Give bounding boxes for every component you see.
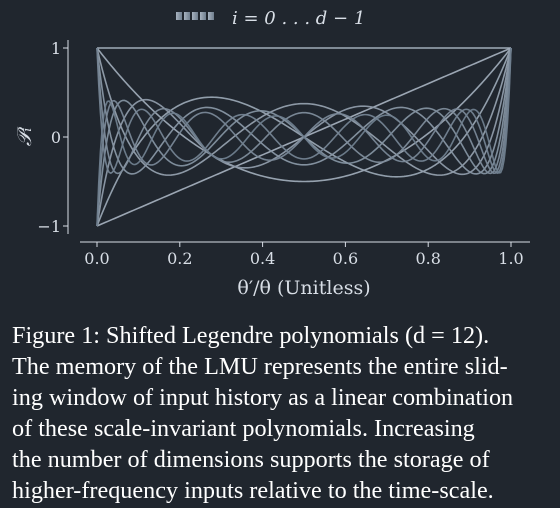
series-line-degree-4	[96, 47, 512, 176]
caption-line: of these scale-invariant polynomials. In…	[12, 415, 475, 442]
series-group	[96, 47, 512, 227]
series-line-degree-10	[96, 47, 512, 175]
legend-swatch-bar	[208, 12, 214, 20]
legend-swatch	[176, 12, 214, 20]
legend-swatch-bar	[184, 12, 190, 20]
y-tick-label: −1	[37, 217, 61, 236]
y-tick-label: 1	[51, 39, 61, 58]
y-tick-label: 0	[51, 128, 61, 147]
x-tick-label: 0.0	[84, 249, 109, 268]
series-line-degree-11	[96, 47, 512, 227]
legendre-chart: 1 0 −1 0.0 0.2 0.4 0.6 0.8 1.0 θ′/θ (Unitless) 𝒫ᵢ i…	[12, 8, 530, 299]
x-tick-label: 1.0	[498, 249, 523, 268]
x-axis-label: θ′/θ (Unitless)	[237, 277, 370, 299]
caption-line: ing window of input history as a linear …	[12, 384, 514, 411]
series-line-degree-8	[96, 47, 512, 175]
caption-line: The memory of the LMU represents the ent…	[12, 353, 508, 380]
series-line-degree-2	[96, 47, 512, 183]
legend-label: i = 0 . . . d − 1	[232, 8, 365, 29]
y-axis-label: 𝒫ᵢ	[12, 126, 36, 146]
figure-caption: Figure 1: Shifted Legendre polynomials (…	[12, 320, 552, 506]
legend-swatch-bar	[200, 12, 206, 20]
caption-line: Figure 1: Shifted Legendre polynomials (…	[12, 322, 490, 349]
x-tick-label: 0.8	[415, 249, 440, 268]
caption-line: the number of dimensions supports the st…	[12, 446, 490, 473]
legend-swatch-bar	[192, 12, 198, 20]
series-line-degree-6	[96, 47, 512, 175]
figure: 1 0 −1 0.0 0.2 0.4 0.6 0.8 1.0 θ′/θ (Unitless) 𝒫ᵢ i…	[12, 8, 530, 299]
legend-swatch-bar	[176, 12, 182, 20]
caption-line: higher-frequency inputs relative to the …	[12, 477, 494, 504]
x-tick-label: 0.4	[250, 249, 275, 268]
x-tick-label: 0.6	[333, 249, 358, 268]
x-tick-label: 0.2	[167, 249, 192, 268]
